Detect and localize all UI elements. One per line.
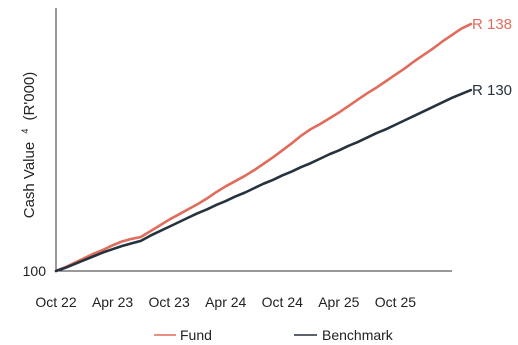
- legend-label-fund: Fund: [180, 327, 212, 343]
- end-label-benchmark: R 130: [472, 82, 512, 99]
- x-tick-label: Oct 24: [262, 294, 303, 310]
- series-line-fund: [54, 22, 473, 273]
- x-tick-label: Apr 24: [205, 294, 246, 310]
- end-label-fund: R 138: [472, 16, 512, 33]
- x-tick-label: Oct 22: [35, 294, 76, 310]
- y-axis-label-text: Cash Value: [21, 142, 38, 218]
- y-axis-label-unit: (R'000): [21, 72, 38, 121]
- x-tick-label: Oct 25: [375, 294, 416, 310]
- series-lines: [54, 22, 473, 273]
- series-end-labels: R 138 R 130: [472, 16, 512, 99]
- y-axis-label-superscript: 4: [20, 129, 30, 134]
- x-tick-label: Apr 25: [318, 294, 359, 310]
- y-axis-label: Cash Value 4 (R'000): [15, 72, 38, 219]
- chart-legend: Fund Benchmark: [154, 327, 394, 343]
- x-tick-label: Oct 23: [149, 294, 190, 310]
- x-tick-labels: Oct 22 Apr 23 Oct 23 Apr 24 Oct 24 Apr 25 Oct …: [35, 294, 416, 310]
- chart-axes: [55, 8, 452, 272]
- y-tick-label-100: 100: [23, 263, 47, 279]
- x-tick-label: Apr 23: [92, 294, 133, 310]
- legend-label-benchmark: Benchmark: [322, 327, 394, 343]
- series-line-benchmark: [54, 88, 473, 273]
